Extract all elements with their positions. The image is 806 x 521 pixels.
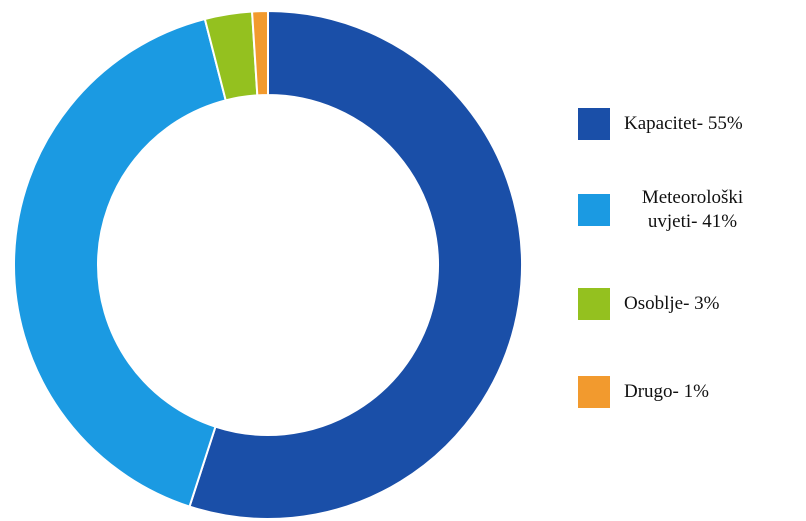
slice-drugo (250, 9, 269, 97)
legend-label-meteoroloski-uvjeti: Meteorološki uvjeti- 41% (641, 187, 744, 232)
legend-item-kapacitet: Kapacitet- 55% (578, 108, 774, 140)
legend-label-osoblje: Osoblje- 3% (624, 293, 720, 314)
donut-slices (13, 9, 523, 520)
slice-meteoroloski-uvjeti (13, 17, 227, 508)
legend-swatch-osoblje (578, 288, 610, 320)
legend-item-osoblje: Osoblje- 3% (578, 288, 774, 320)
legend-item-meteoroloski-uvjeti: Meteorološki uvjeti- 41% (578, 186, 755, 234)
legend-swatch-drugo (578, 376, 610, 408)
legend-label-kapacitet: Kapacitet- 55% (624, 113, 743, 134)
legend-swatch-kapacitet (578, 108, 610, 140)
slice-kapacitet (188, 9, 523, 520)
legend-item-drugo: Drugo- 1% (578, 376, 774, 408)
legend-label-drugo: Drugo- 1% (624, 381, 709, 402)
legend-swatch-meteoroloski-uvjeti (578, 194, 610, 226)
